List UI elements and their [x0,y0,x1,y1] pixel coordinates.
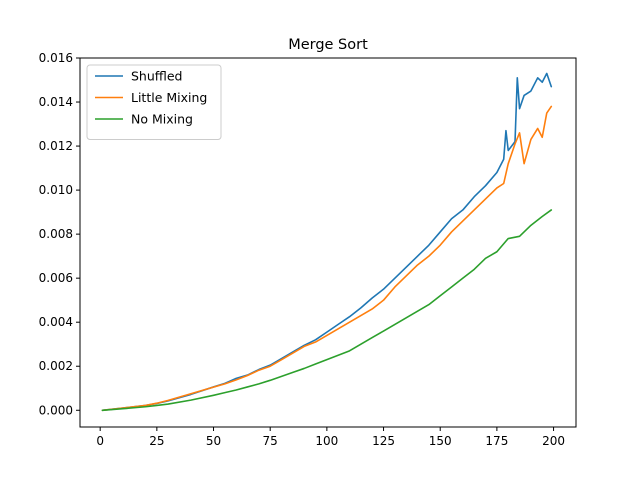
legend-label: Little Mixing [131,90,207,105]
chart-title: Merge Sort [288,37,368,53]
series-line-no-mixing [101,209,553,412]
x-tick-label: 25 [149,434,164,448]
y-tick-label: 0.006 [39,271,73,285]
legend-label: Shuffled [131,69,183,84]
y-axis: 0.000 0.002 0.004 0.006 0.008 0.010 0.012 0.014… [39,51,80,417]
y-tick-label: 0.000 [39,403,73,417]
series-line-little-mixing [101,105,553,412]
y-tick-label: 0.004 [39,315,73,329]
legend-label: No Mixing [131,112,193,127]
x-tick-label: 50 [206,434,221,448]
x-tick-label: 150 [429,434,452,448]
y-tick-label: 0.016 [39,51,73,65]
y-tick-label: 0.002 [39,359,73,373]
legend: Shuffled Little Mixing No Mixing [86,64,222,140]
x-tick-label: 75 [263,434,278,448]
x-tick-label: 100 [315,434,338,448]
y-tick-label: 0.014 [39,95,73,109]
x-tick-label: 0 [96,434,104,448]
series-layer [101,72,553,412]
x-tick-label: 125 [372,434,395,448]
x-tick-label: 175 [485,434,508,448]
y-tick-label: 0.008 [39,227,73,241]
y-tick-label: 0.012 [39,139,73,153]
plot-frame [79,57,577,428]
legend-box [86,64,222,140]
x-tick-label: 200 [542,434,565,448]
x-axis: 0 25 50 75 100 125 150 175 200 [96,427,565,448]
y-tick-label: 0.010 [39,183,73,197]
